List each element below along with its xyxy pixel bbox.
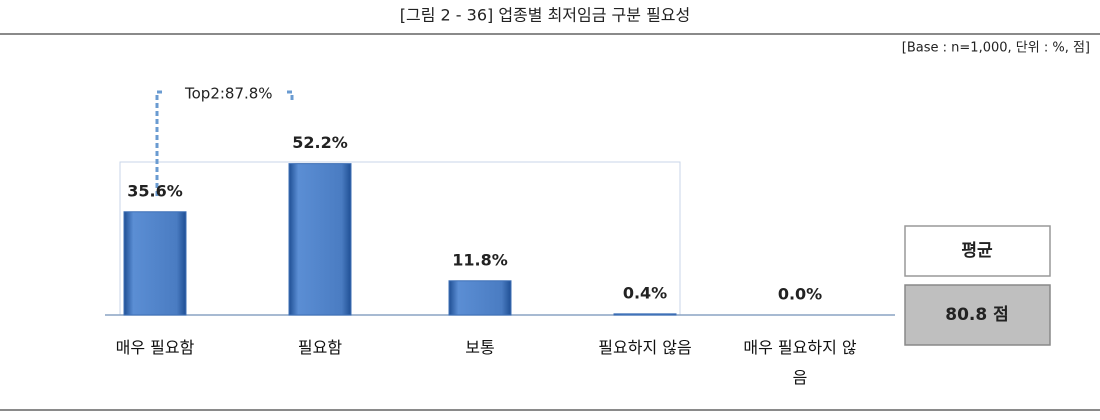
mean-value: 80.8 점 xyxy=(945,305,1009,325)
bar xyxy=(613,313,677,316)
value-label: 0.0% xyxy=(778,285,822,304)
x-tick-label: 필요하지 않음 xyxy=(598,338,692,357)
annotation: Top2:87.8% xyxy=(184,85,273,103)
x-tick-label: 필요함 xyxy=(297,338,343,357)
plot-frame xyxy=(119,161,681,316)
subtitle: [Base : n=1,000, 단위 : %, 점] xyxy=(902,41,1090,56)
value-label: 11.8% xyxy=(452,250,508,269)
mean-label: 평균 xyxy=(961,241,993,261)
x-tick-label: 매우 필요함 xyxy=(115,338,195,357)
top2-bracket xyxy=(155,90,294,196)
bar xyxy=(288,163,352,316)
value-label: 52.2% xyxy=(292,133,348,152)
x-tick-label: 매우 필요하지 않음 xyxy=(743,338,857,387)
bar xyxy=(448,280,512,316)
value-label: 35.6% xyxy=(127,181,183,200)
mean-label-box xyxy=(904,225,1051,277)
x-tick-label: 보통 xyxy=(465,338,495,357)
mean-value-box xyxy=(904,284,1051,346)
chart-title: [그림 2 - 36] 업종별 최저임금 구분 필요성 xyxy=(400,6,690,25)
value-label: 0.4% xyxy=(623,283,667,302)
bar xyxy=(123,211,187,316)
